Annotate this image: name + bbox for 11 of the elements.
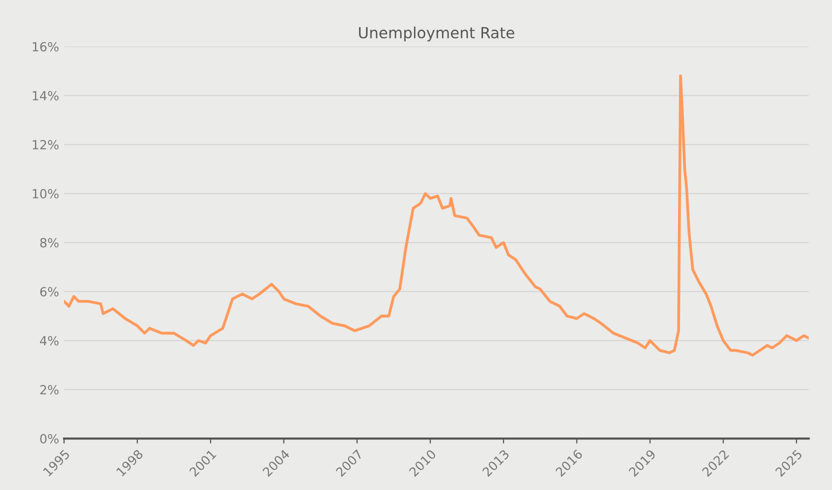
y-tick-label: 10% <box>32 189 59 198</box>
line-series <box>64 74 809 357</box>
y-tick-label: 4% <box>40 336 59 346</box>
y-tick-label: 6% <box>40 287 59 296</box>
chart-title: Unemployment Rate <box>359 26 514 42</box>
y-tick-label: 14% <box>32 91 59 100</box>
y-tick-label: 16% <box>32 42 59 52</box>
y-tick-label: 12% <box>32 140 59 150</box>
y-tick-label: 2% <box>40 385 59 394</box>
y-tick-label: 0% <box>40 434 59 444</box>
y-tick-label: 8% <box>40 238 59 248</box>
